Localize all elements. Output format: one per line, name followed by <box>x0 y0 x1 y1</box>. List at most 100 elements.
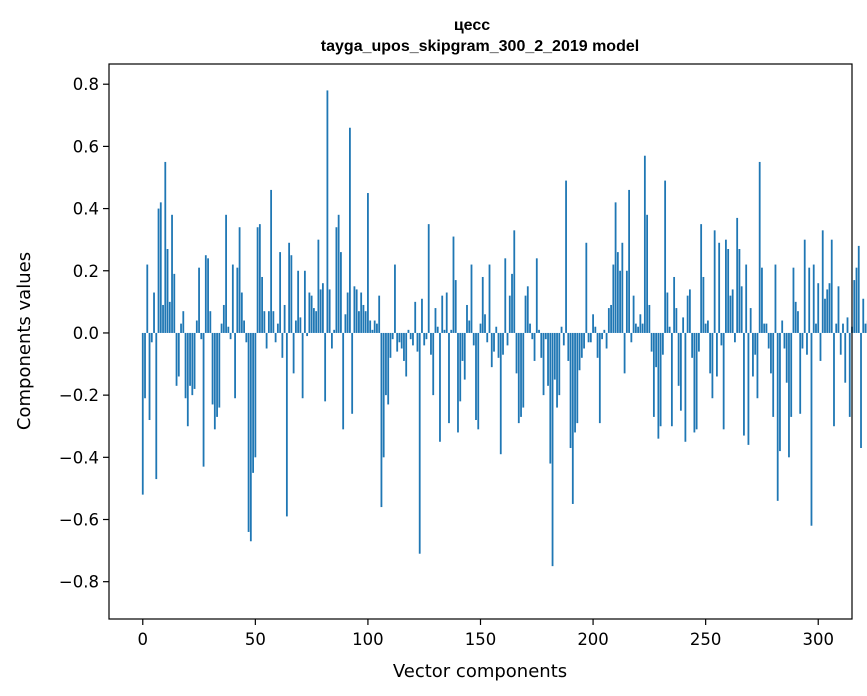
bar-305 <box>828 283 831 333</box>
bar-171 <box>526 286 529 333</box>
bar-70 <box>299 317 302 333</box>
bar-283 <box>779 332 781 452</box>
bar-231 <box>661 332 664 355</box>
bar-28 <box>204 255 207 333</box>
bar-67 <box>292 332 295 374</box>
bar-267 <box>743 332 745 436</box>
bar-222 <box>641 323 644 333</box>
bar-35 <box>220 323 223 333</box>
bar-73 <box>306 332 309 337</box>
bar-172 <box>529 323 531 333</box>
bar-142 <box>461 332 464 361</box>
bar-166 <box>515 332 518 374</box>
bar-306 <box>830 239 833 333</box>
bar-121 <box>414 301 417 333</box>
bar-291 <box>797 311 799 333</box>
x-tick-label: 150 <box>465 630 497 649</box>
bar-301 <box>819 332 822 361</box>
bar-266 <box>740 286 743 333</box>
bar-190 <box>569 332 572 448</box>
bar-156 <box>493 332 495 352</box>
bar-226 <box>650 332 653 352</box>
bar-65 <box>288 242 291 333</box>
bar-256 <box>718 242 721 333</box>
x-axis-label: Vector components <box>393 661 567 682</box>
bar-151 <box>481 276 484 333</box>
y-axis-label: Components values <box>14 252 35 430</box>
bar-240 <box>682 317 685 333</box>
bar-257 <box>720 332 723 346</box>
y-tick-label: −0.6 <box>59 511 99 530</box>
bar-242 <box>686 295 689 333</box>
bar-182 <box>551 332 554 567</box>
bar-176 <box>538 329 540 333</box>
bar-55 <box>265 332 268 349</box>
bar-21 <box>189 332 191 386</box>
bar-148 <box>475 332 477 421</box>
bar-217 <box>630 332 633 343</box>
bar-61 <box>279 252 282 333</box>
bar-97 <box>360 292 363 333</box>
bar-16 <box>177 332 180 377</box>
plot-frame <box>108 63 853 620</box>
y-tick-label: 0.8 <box>73 75 99 94</box>
bar-219 <box>634 323 637 333</box>
bar-197 <box>585 242 588 333</box>
bar-91 <box>346 292 349 333</box>
bar-79 <box>319 289 322 333</box>
bar-81 <box>324 332 327 402</box>
bar-279 <box>770 332 772 374</box>
bar-85 <box>333 329 336 333</box>
x-axis-ticks: 0 50 100 150 200 250 300 <box>138 619 834 649</box>
bar-261 <box>729 295 732 333</box>
bar-60 <box>276 323 279 333</box>
bar-265 <box>738 249 741 333</box>
bar-39 <box>229 332 232 340</box>
bar-223 <box>643 155 646 333</box>
y-tick-label: 0.2 <box>73 262 99 281</box>
bar-24 <box>195 320 198 333</box>
bar-196 <box>583 332 585 349</box>
bar-203 <box>598 332 601 424</box>
x-tick-label: 0 <box>138 630 149 649</box>
bar-157 <box>495 326 498 333</box>
bar-144 <box>466 304 468 333</box>
bar-263 <box>734 332 736 343</box>
bar-204 <box>601 332 603 340</box>
bar-114 <box>398 332 401 343</box>
bar-133 <box>441 295 444 333</box>
bar-205 <box>603 329 606 333</box>
bar-167 <box>517 332 520 424</box>
y-tick-label: −0.8 <box>59 573 99 592</box>
bar-233 <box>666 292 669 333</box>
bar-153 <box>486 332 489 343</box>
bar-296 <box>808 267 811 333</box>
bar-207 <box>607 308 610 333</box>
bar-1 <box>144 332 146 399</box>
y-tick-label: 0.4 <box>73 200 99 219</box>
bar-312 <box>844 332 847 383</box>
bar-6 <box>155 332 158 480</box>
bar-299 <box>815 323 817 333</box>
bar-78 <box>317 239 320 333</box>
bar-41 <box>234 332 236 399</box>
bar-300 <box>817 283 820 333</box>
bar-191 <box>571 332 574 504</box>
bar-184 <box>556 332 558 408</box>
bar-139 <box>454 280 457 333</box>
bar-270 <box>749 308 752 333</box>
bar-4 <box>150 332 153 343</box>
y-tick-label: 0.0 <box>73 324 99 343</box>
bar-253 <box>711 332 714 399</box>
bar-110 <box>389 332 392 358</box>
chart-subtitle: tayga_upos_skipgram_300_2_2019 model <box>321 38 639 55</box>
bar-277 <box>765 323 768 333</box>
bar-241 <box>684 332 687 442</box>
bar-220 <box>637 326 640 333</box>
bar-31 <box>211 332 214 405</box>
bar-2 <box>146 264 149 333</box>
bar-120 <box>412 332 414 346</box>
bar-152 <box>484 314 486 333</box>
bar-146 <box>470 264 473 333</box>
bar-51 <box>256 227 259 333</box>
